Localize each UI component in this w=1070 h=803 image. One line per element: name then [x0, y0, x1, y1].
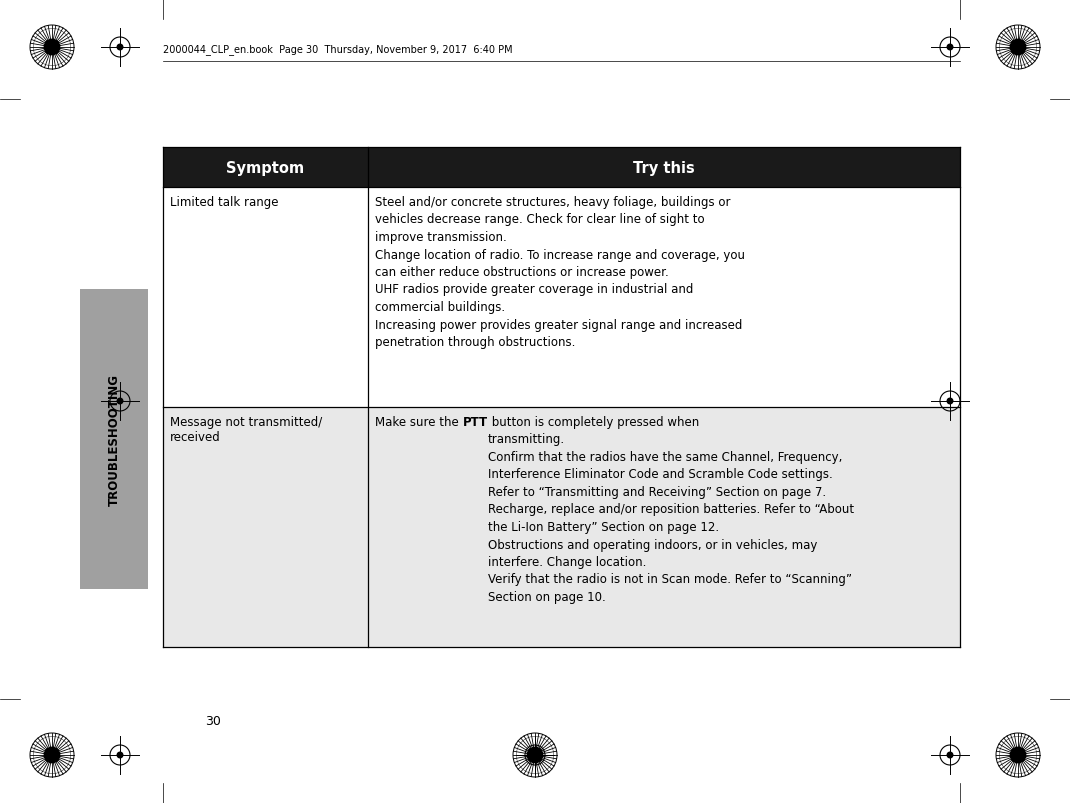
Text: TROUBLESHOOTING: TROUBLESHOOTING [107, 373, 121, 505]
Circle shape [528, 748, 542, 763]
Bar [163, 188, 960, 407]
Text: Message not transmitted/
received: Message not transmitted/ received [170, 415, 322, 443]
Circle shape [947, 45, 952, 51]
Circle shape [947, 752, 952, 758]
Text: Symptom: Symptom [227, 161, 305, 175]
Text: Make sure the: Make sure the [374, 415, 462, 429]
Circle shape [1010, 40, 1026, 55]
Circle shape [532, 752, 538, 758]
Bar [163, 148, 960, 188]
Circle shape [1010, 748, 1026, 763]
Text: Limited talk range: Limited talk range [170, 196, 278, 209]
Circle shape [947, 399, 952, 404]
Circle shape [44, 40, 60, 55]
Text: button is completely pressed when
transmitting.
Confirm that the radios have the: button is completely pressed when transm… [488, 415, 854, 603]
Bar [163, 407, 960, 647]
Bar [80, 290, 148, 589]
Circle shape [118, 752, 123, 758]
Text: 30: 30 [205, 715, 220, 728]
Circle shape [118, 399, 123, 404]
Circle shape [44, 748, 60, 763]
Text: PTT: PTT [462, 415, 488, 429]
Text: 2000044_CLP_en.book  Page 30  Thursday, November 9, 2017  6:40 PM: 2000044_CLP_en.book Page 30 Thursday, No… [163, 44, 513, 55]
Text: Steel and/or concrete structures, heavy foliage, buildings or
vehicles decrease : Steel and/or concrete structures, heavy … [374, 196, 745, 349]
Text: Try this: Try this [633, 161, 694, 175]
Circle shape [118, 45, 123, 51]
